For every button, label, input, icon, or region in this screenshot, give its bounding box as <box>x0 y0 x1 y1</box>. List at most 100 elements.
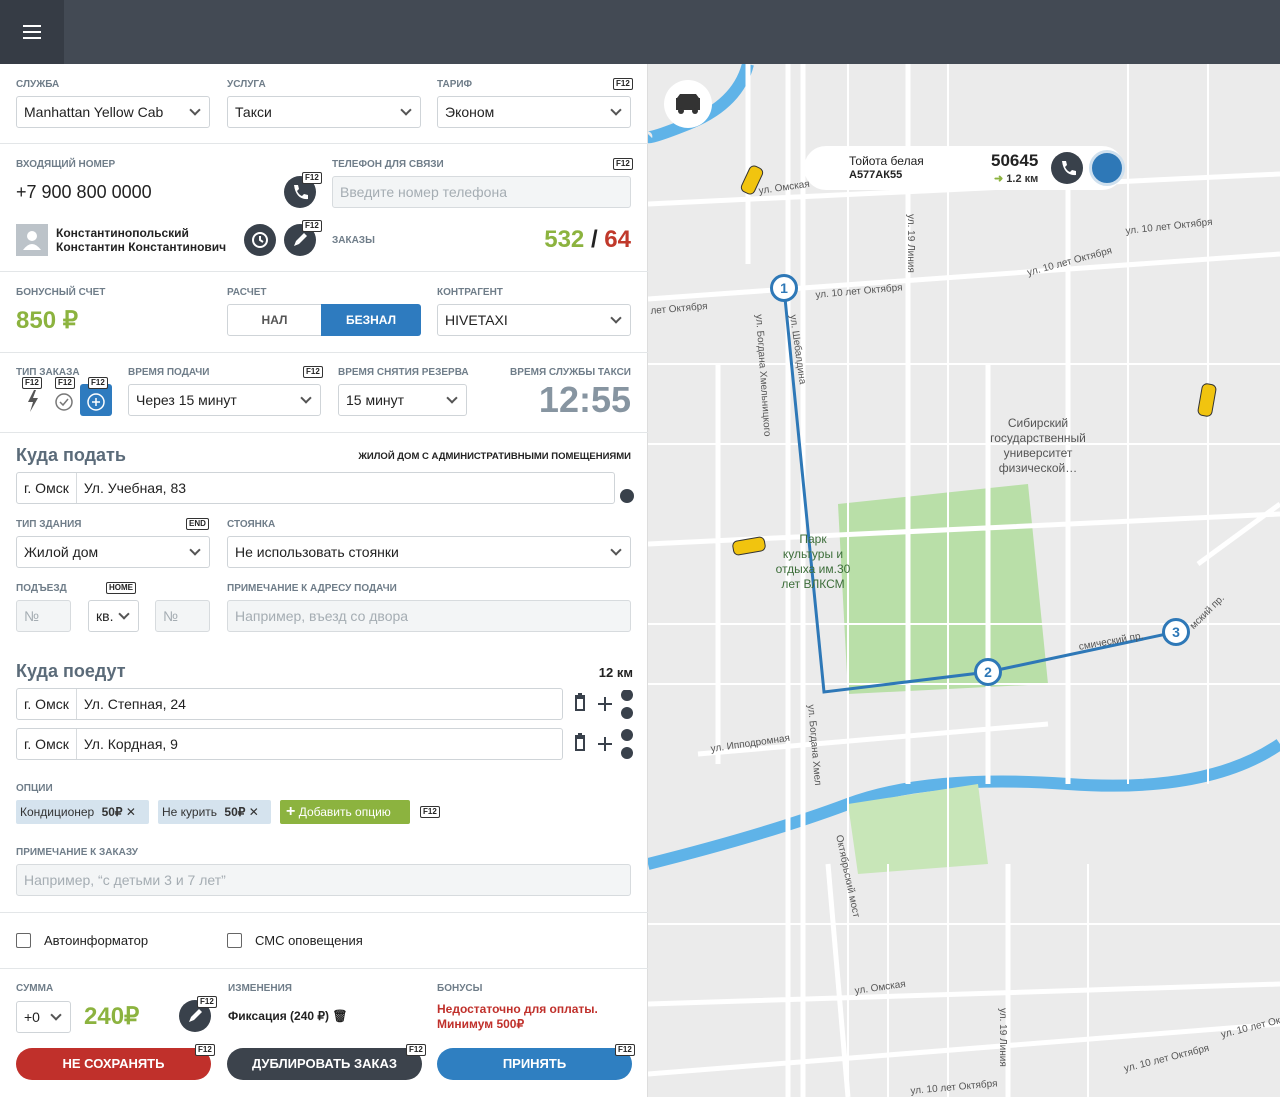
car-distance: ➜ 1.2 км <box>994 172 1038 185</box>
avatar <box>16 224 48 256</box>
changes-text: Фиксация (240 ₽) <box>228 1009 330 1023</box>
city: г. Омск <box>24 736 69 752</box>
pickup-time-select[interactable]: Через 15 минут <box>128 384 321 416</box>
option-chip[interactable]: Кондиционер 50₽ ✕ <box>16 800 149 824</box>
add-option-button[interactable]: + Добавить опцию <box>280 800 410 824</box>
separator <box>75 689 77 719</box>
hotkey: F12 <box>303 366 323 378</box>
field-label: ВРЕМЯ ПОДАЧИ <box>128 367 210 378</box>
call-driver[interactable] <box>1051 152 1083 184</box>
incoming-number: +7 900 800 0000 <box>16 182 152 202</box>
pickup-note-input[interactable]: Например, въезд со двора <box>227 600 631 632</box>
section-title: Куда подать <box>16 445 126 465</box>
orders-done: 532 <box>544 226 585 253</box>
service-select[interactable]: Manhattan Yellow Cab <box>16 96 210 128</box>
field-label: ОПЦИИ <box>16 783 53 794</box>
menu-icon <box>23 25 41 39</box>
option-price: 50₽ <box>101 805 123 819</box>
field-label: СТОЯНКА <box>227 519 276 530</box>
poi-line: Сибирский <box>1007 416 1069 430</box>
order-type-icons <box>28 384 112 416</box>
street-label: ул. 19 Линия <box>997 1008 1008 1067</box>
option-name: Не курить <box>162 805 218 819</box>
menu-button[interactable] <box>0 0 64 64</box>
building-type-select[interactable]: Жилой дом <box>16 536 210 568</box>
hotkey: F12 <box>302 220 322 232</box>
park-line: Парк <box>799 532 827 546</box>
service-time: 12:55 <box>538 379 631 420</box>
accept-button[interactable]: ПРИНЯТЬ <box>437 1048 632 1080</box>
checkbox-label: СМС оповещения <box>255 933 363 948</box>
expand-button[interactable] <box>620 489 634 503</box>
car-id: 50645 <box>991 151 1039 170</box>
apartment-type-select[interactable]: кв. <box>88 600 139 632</box>
route-marker[interactable]: 2 <box>974 658 1002 686</box>
order-form <box>0 64 648 1097</box>
total-value: 240₽ <box>84 1003 140 1030</box>
contact-phone-input[interactable]: Введите номер телефона <box>332 176 631 208</box>
field-label: СЛУЖБА <box>16 79 60 90</box>
option-chip[interactable]: Не курить 50₽ ✕ <box>158 800 271 824</box>
field-label: ТЕЛЕФОН ДЛЯ СВЯЗИ <box>332 159 444 170</box>
field-label: ПРИМЕЧАНИЕ К ЗАКАЗУ <box>16 847 138 858</box>
poi-line: государственный <box>990 431 1086 445</box>
checkbox[interactable] <box>16 933 31 948</box>
field-label: ПРИМЕЧАНИЕ К АДРЕСУ ПОДАЧИ <box>227 583 397 594</box>
hotkey: F12 <box>302 172 322 184</box>
divider <box>0 432 648 433</box>
destination-address[interactable]: г. Омск Ул. Степная, 24 <box>16 688 563 720</box>
warning-line: Недостаточно для оплаты. <box>437 1002 598 1016</box>
reserve-time-select[interactable]: 15 минут <box>338 384 467 416</box>
warning-line: Минимум 500₽ <box>437 1017 525 1031</box>
route-marker[interactable]: 3 <box>1162 618 1190 646</box>
divider <box>0 352 648 353</box>
destination-address[interactable]: г. Омск Ул. Кордная, 9 <box>16 728 563 760</box>
distance-text: 1.2 км <box>1006 173 1039 185</box>
tariff-select[interactable]: Эконом <box>437 96 631 128</box>
checkbox[interactable] <box>227 933 242 948</box>
hotkey: HOME <box>106 582 136 594</box>
payment-cash[interactable]: НАЛ <box>227 304 322 336</box>
payment-card[interactable]: БЕЗНАЛ <box>321 304 421 336</box>
entrance-input[interactable]: № <box>16 600 71 632</box>
address: Ул. Кордная, 9 <box>83 736 178 752</box>
assign-button[interactable] <box>1089 150 1125 186</box>
remove-icon: ✕ <box>125 805 136 819</box>
divider <box>0 968 648 969</box>
field-label: СУММА <box>16 983 54 994</box>
service-type-select[interactable]: Такси <box>227 96 421 128</box>
street-label: ул. 19 Линия <box>905 214 916 273</box>
hotkey: END <box>186 518 209 530</box>
map-graphics <box>648 64 1280 1097</box>
trash-icon[interactable]: 🗑 <box>332 1009 348 1023</box>
duplicate-button[interactable]: ДУБЛИРОВАТЬ ЗАКАЗ <box>227 1048 422 1080</box>
stop-actions[interactable] <box>572 690 636 762</box>
route-marker[interactable]: 1 <box>770 274 798 302</box>
pickup-address[interactable]: г. Омск Ул. Учебная, 83 <box>16 472 615 504</box>
adjust-select[interactable]: +0 <box>16 1001 71 1033</box>
address: Ул. Учебная, 83 <box>83 480 187 496</box>
park-line: лет ВЛКСМ <box>781 577 845 591</box>
cancel-button[interactable]: НЕ СОХРАНЯТЬ <box>16 1048 211 1080</box>
parking-select[interactable]: Не использовать стоянки <box>227 536 631 568</box>
map[interactable]: Тойота белая А577АК55 50645 ➜ 1.2 км 1 2… <box>648 64 1280 1097</box>
city: г. Омск <box>24 480 69 496</box>
history-button[interactable] <box>244 224 276 256</box>
order-note-input[interactable]: Например, “с детьми 3 и 7 лет” <box>16 864 631 896</box>
option-price: 50₽ <box>224 805 246 819</box>
field-label: РАСЧЕТ <box>227 287 267 298</box>
field-label: ТИП ЗДАНИЯ <box>16 519 82 530</box>
address: Ул. Степная, 24 <box>83 696 186 712</box>
field-label: ИЗМЕНЕНИЯ <box>228 983 292 994</box>
apartment-input[interactable]: № <box>155 600 210 632</box>
phone-icon <box>294 185 308 200</box>
counterparty-select[interactable]: HIVETAXI <box>437 304 631 336</box>
hotkey: F12 <box>88 377 108 389</box>
divider <box>0 912 648 913</box>
route-distance: 12 км <box>598 665 633 680</box>
section-title: Куда поедут <box>16 661 126 681</box>
field-label: КОНТРАГЕНТ <box>437 287 503 298</box>
field-label: ТАРИФ <box>437 79 473 90</box>
arrow-icon: ➜ <box>994 173 1007 185</box>
